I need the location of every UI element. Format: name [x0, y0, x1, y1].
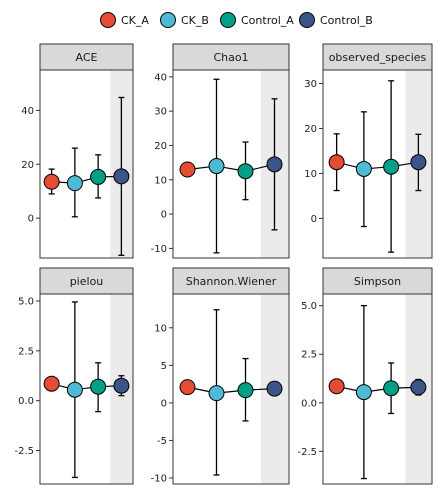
legend-item: CK_B: [160, 12, 209, 28]
legend-item: Control_A: [220, 12, 294, 28]
y-tick-label: 2.5: [18, 346, 34, 357]
legend-key-marker: [220, 12, 236, 28]
facet-panel: pielou -2.5 0.0 2.5 5.0: [14, 267, 134, 485]
panel-border: [39, 69, 134, 259]
y-tick-label: 10: [304, 169, 317, 180]
data-point: [113, 377, 130, 394]
facet-panel: Shannon.Wiener -10 -5 0 5 10: [151, 267, 290, 485]
y-tick-label: 30: [154, 107, 167, 118]
data-point: [237, 163, 254, 180]
y-tick-label: 20: [304, 124, 317, 135]
y-tick-label: 2.5: [301, 350, 317, 361]
y-tick-label: -10: [151, 244, 167, 255]
legend-item: CK_A: [100, 12, 149, 28]
data-point: [179, 161, 196, 178]
data-point: [66, 381, 83, 398]
y-tick-label: 10: [154, 323, 167, 334]
series-line: [336, 161, 419, 170]
facet-strip-label: ACE: [76, 51, 98, 64]
facet-strip-label: Shannon.Wiener: [186, 275, 277, 288]
y-tick-label: 0: [311, 214, 317, 225]
legend-key-marker: [160, 12, 176, 28]
data-point: [43, 173, 60, 190]
facet-panel: Chao1 -10 0 10 20 30 40: [151, 43, 290, 259]
y-tick-label: 40: [21, 106, 34, 117]
y-tick-label: 0.0: [301, 398, 317, 409]
legend-label: CK_B: [181, 14, 209, 27]
data-point: [113, 168, 130, 185]
y-tick-label: 20: [21, 160, 34, 171]
data-point: [383, 158, 400, 175]
y-tick-label: 0: [28, 214, 34, 225]
facet-strip: [39, 43, 134, 71]
data-point: [90, 168, 107, 185]
facet-panels: ACE 0 20 40 Chao1 -10 0 10 20 30 40 observed_specie…: [14, 43, 433, 485]
y-tick-label: -2.5: [14, 446, 34, 457]
data-point: [208, 385, 225, 402]
y-tick-label: 30: [304, 79, 317, 90]
panel-border: [322, 69, 433, 259]
data-point: [383, 380, 400, 397]
data-point: [266, 156, 283, 173]
y-tick-label: 40: [154, 72, 167, 83]
series-line: [187, 386, 275, 394]
data-point: [179, 379, 196, 396]
panel-border: [172, 69, 290, 259]
legend-label: Control_A: [241, 14, 294, 27]
data-point: [410, 379, 427, 396]
data-point: [355, 384, 372, 401]
facet-panel: ACE 0 20 40: [21, 43, 134, 259]
facet-strip-label: Simpson: [354, 275, 401, 288]
data-point: [90, 378, 107, 395]
data-point: [410, 154, 427, 171]
y-tick-label: 0.0: [18, 396, 34, 407]
series-line: [187, 163, 275, 172]
y-tick-label: -2.5: [297, 447, 317, 458]
facet-strip: [322, 267, 433, 295]
y-tick-label: 5.0: [301, 301, 317, 312]
data-point: [355, 160, 372, 177]
facet-strip-label: pielou: [70, 275, 104, 288]
y-tick-label: 0: [161, 210, 167, 221]
data-point: [208, 158, 225, 175]
data-point: [237, 382, 254, 399]
legend-label: CK_A: [121, 14, 149, 27]
series-line: [51, 175, 122, 184]
y-tick-label: 10: [154, 175, 167, 186]
data-point: [66, 175, 83, 192]
legend-label: Control_B: [320, 14, 373, 27]
legend-item: Control_B: [299, 12, 373, 28]
panel-border: [322, 293, 433, 485]
legend-key-marker: [100, 12, 116, 28]
facet-panel: Simpson -2.5 0.0 2.5 5.0: [297, 267, 433, 485]
y-tick-label: 5: [161, 361, 167, 372]
y-tick-label: 0: [161, 398, 167, 409]
y-tick-label: 20: [154, 141, 167, 152]
panel-border: [39, 293, 134, 485]
data-point: [43, 375, 60, 392]
series-line: [51, 383, 122, 391]
y-tick-label: -5: [157, 436, 167, 447]
legend: CK_A CK_B Control_A Control_B: [100, 12, 373, 28]
legend-key-marker: [299, 12, 315, 28]
panel-border: [172, 293, 290, 485]
facet-strip-label: Chao1: [213, 51, 248, 64]
data-point: [266, 380, 283, 397]
facet-panel: observed_species 0 10 20 30: [304, 43, 433, 259]
y-tick-label: -10: [151, 473, 167, 484]
data-point: [328, 378, 345, 395]
facet-strip-label: observed_species: [329, 51, 427, 64]
data-point: [328, 154, 345, 171]
y-tick-label: 5.0: [18, 296, 34, 307]
series-line: [336, 385, 419, 393]
